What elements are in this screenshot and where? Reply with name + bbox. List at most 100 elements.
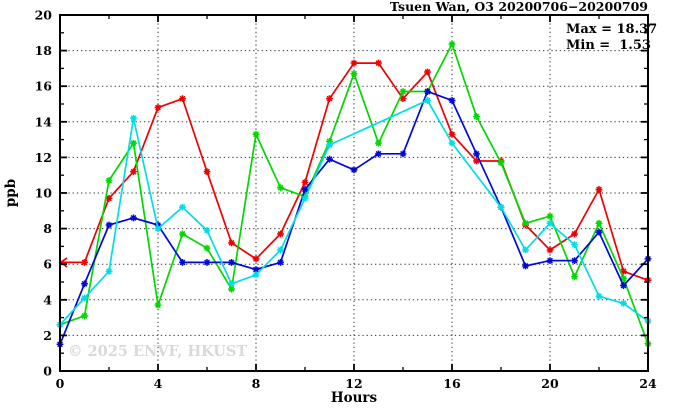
series-marker bbox=[375, 59, 382, 67]
series-marker bbox=[81, 259, 88, 266]
series-marker bbox=[375, 139, 382, 147]
series-marker bbox=[252, 130, 260, 138]
series-marker bbox=[399, 88, 407, 95]
series-marker bbox=[620, 275, 627, 282]
series-marker bbox=[301, 178, 309, 186]
series-marker bbox=[448, 130, 456, 138]
series-marker bbox=[497, 159, 505, 167]
y-axis-label: ppb bbox=[3, 179, 19, 207]
series-marker bbox=[595, 219, 603, 227]
series-marker bbox=[473, 157, 480, 165]
series-marker bbox=[375, 150, 382, 158]
series-marker bbox=[620, 282, 627, 289]
y-tick-label: 2 bbox=[43, 328, 52, 343]
series-marker bbox=[326, 141, 333, 149]
series-marker bbox=[595, 292, 603, 300]
series-marker bbox=[179, 230, 186, 238]
y-tick-label: 8 bbox=[43, 221, 52, 236]
series-red bbox=[59, 59, 652, 284]
series-marker bbox=[130, 214, 137, 222]
y-tick-label: 16 bbox=[35, 79, 53, 94]
series-marker bbox=[399, 95, 407, 103]
series-marker bbox=[105, 267, 113, 275]
series-marker bbox=[326, 155, 333, 163]
series-marker bbox=[228, 280, 235, 288]
series-marker bbox=[473, 113, 480, 120]
series-marker bbox=[252, 266, 260, 273]
series-marker bbox=[277, 246, 284, 254]
y-tick-label: 0 bbox=[43, 364, 52, 379]
series-marker bbox=[620, 267, 627, 275]
series-marker bbox=[154, 104, 162, 111]
series-marker bbox=[399, 150, 407, 158]
y-tick-label: 6 bbox=[43, 257, 52, 272]
series-marker bbox=[228, 285, 235, 293]
series-blue bbox=[56, 88, 652, 348]
series-marker bbox=[595, 228, 603, 236]
series-marker bbox=[130, 114, 137, 122]
series-marker bbox=[179, 203, 186, 211]
y-tick-label: 14 bbox=[35, 114, 53, 129]
series-marker bbox=[179, 95, 186, 103]
series-marker bbox=[105, 177, 113, 184]
y-tick-label: 18 bbox=[35, 43, 53, 58]
series-marker bbox=[277, 230, 284, 238]
series-marker bbox=[203, 168, 211, 176]
legend-min-value: Min = 1.53 bbox=[566, 38, 651, 53]
series-marker bbox=[424, 97, 431, 104]
series-marker bbox=[546, 246, 554, 254]
series-marker bbox=[203, 244, 211, 252]
series-marker bbox=[179, 259, 186, 266]
x-tick-label: 16 bbox=[443, 376, 461, 391]
series-marker bbox=[154, 301, 162, 309]
series-marker bbox=[522, 246, 529, 254]
axes-frame-layer bbox=[59, 14, 649, 372]
series-marker bbox=[203, 259, 211, 266]
series-marker bbox=[301, 194, 309, 202]
series-marker bbox=[252, 255, 260, 263]
legend-max-value: Max = 18.37 bbox=[566, 22, 657, 37]
series-marker bbox=[301, 186, 309, 193]
series-marker bbox=[546, 257, 554, 265]
series-marker bbox=[130, 139, 137, 147]
y-tick-label: 4 bbox=[43, 292, 52, 307]
x-axis-label: Hours bbox=[331, 390, 378, 406]
series-marker bbox=[571, 257, 578, 265]
series-marker bbox=[203, 226, 211, 234]
series-marker bbox=[448, 40, 456, 48]
series-marker bbox=[546, 219, 554, 227]
series-marker bbox=[424, 88, 431, 95]
series-marker bbox=[81, 294, 88, 302]
chart-title: Tsuen Wan, O3 20200706−20200709 bbox=[390, 0, 648, 14]
y-tick-label: 20 bbox=[35, 8, 53, 23]
y-tick-label: 12 bbox=[35, 150, 52, 165]
series-marker bbox=[571, 273, 578, 281]
series-marker bbox=[105, 221, 113, 229]
series-marker bbox=[522, 219, 529, 227]
series-marker bbox=[424, 68, 431, 76]
series-marker bbox=[522, 262, 529, 270]
series-marker bbox=[497, 203, 505, 211]
series-marker bbox=[620, 299, 627, 307]
series-marker bbox=[277, 259, 284, 266]
x-tick-label: 24 bbox=[639, 376, 657, 391]
series-marker bbox=[252, 271, 260, 279]
x-tick-label: 4 bbox=[154, 376, 163, 391]
series-marker bbox=[350, 59, 358, 67]
series-marker bbox=[81, 312, 88, 320]
x-tick-label: 20 bbox=[541, 376, 559, 391]
series-marker bbox=[571, 241, 578, 249]
x-tick-label: 8 bbox=[252, 376, 261, 391]
series-marker bbox=[571, 230, 578, 238]
series-marker bbox=[546, 212, 554, 220]
x-tick-label: 12 bbox=[345, 376, 362, 391]
series-marker bbox=[473, 150, 480, 158]
series-marker bbox=[448, 97, 456, 104]
gridlines-layer bbox=[60, 15, 648, 371]
x-tick-label: 0 bbox=[56, 376, 65, 391]
series-marker bbox=[350, 70, 358, 78]
series-marker bbox=[105, 194, 113, 202]
